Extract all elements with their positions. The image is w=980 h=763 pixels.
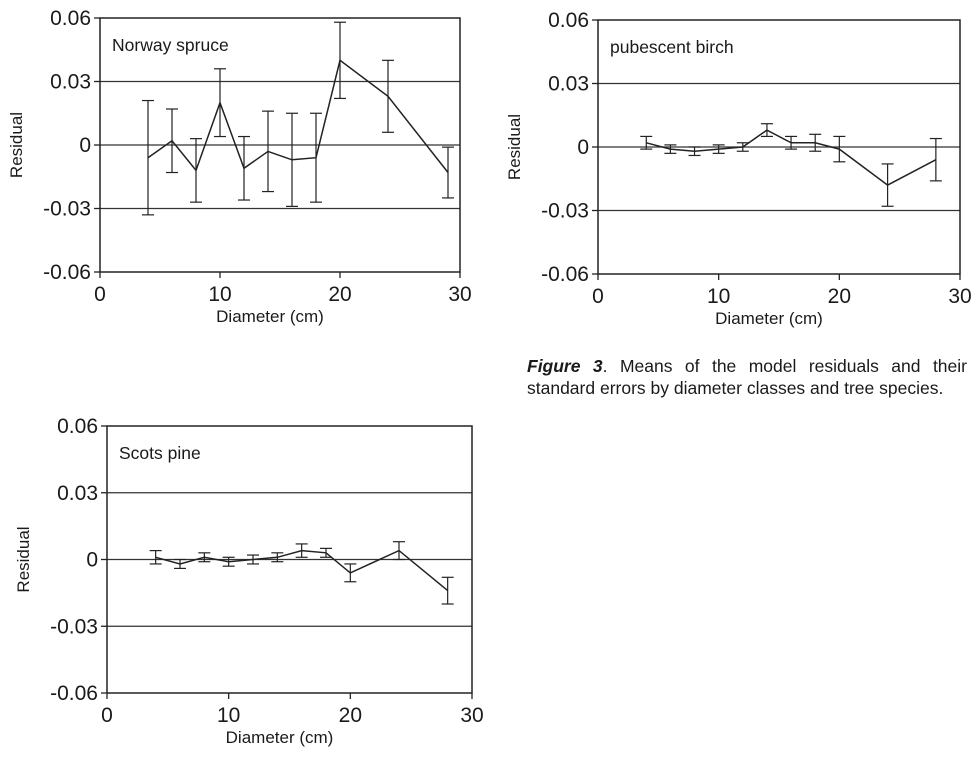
error-bar-pubescent-birch [809, 133, 822, 152]
plot-frame-pubescent-birch [597, 19, 961, 275]
error-bar-norway-spruce [382, 59, 394, 133]
y-tick-label-norway-spruce: 0.06 [50, 7, 91, 30]
y-tick-label-scots-pine: -0.06 [50, 682, 98, 705]
plot-frame-norway-spruce [99, 17, 461, 273]
error-bar-pubescent-birch [664, 144, 677, 154]
error-bar-scots-pine [295, 543, 308, 558]
x-axis-label-pubescent-birch: Diameter (cm) [715, 309, 823, 328]
y-tick-label-norway-spruce: 0 [79, 134, 91, 157]
y-tick-label-norway-spruce: -0.06 [43, 261, 91, 284]
y-tick-label-scots-pine: -0.03 [50, 615, 98, 638]
y-tick-label-pubescent-birch: -0.03 [541, 200, 589, 223]
error-bar-norway-spruce [238, 135, 250, 201]
error-bar-pubescent-birch [640, 135, 653, 150]
error-bar-pubescent-birch [760, 123, 773, 138]
y-tick-label-scots-pine: 0.06 [57, 415, 98, 438]
error-bar-norway-spruce [214, 68, 226, 138]
error-bar-norway-spruce [262, 110, 274, 193]
x-tick-label-pubescent-birch: 30 [948, 285, 971, 308]
chart-title-norway-spruce: Norway spruce [112, 35, 229, 55]
error-bar-norway-spruce [286, 112, 298, 207]
error-bar-pubescent-birch [736, 142, 749, 152]
x-tick-label-scots-pine: 20 [339, 704, 362, 727]
x-tick-label-scots-pine: 0 [101, 704, 113, 727]
error-bar-scots-pine [149, 549, 162, 565]
y-tick-label-scots-pine: 0 [86, 549, 98, 572]
error-bar-pubescent-birch [929, 137, 942, 182]
error-bar-pubescent-birch [881, 163, 894, 207]
y-tick-label-pubescent-birch: 0.03 [548, 73, 589, 96]
error-bar-norway-spruce [142, 99, 154, 216]
error-bar-scots-pine [198, 552, 211, 563]
y-axis-label-pubescent-birch: Residual [505, 114, 524, 180]
error-bar-scots-pine [174, 558, 186, 570]
error-bar-norway-spruce [166, 108, 178, 174]
error-bar-pubescent-birch [712, 144, 725, 154]
x-tick-label-scots-pine: 10 [217, 704, 240, 727]
series-line-norway-spruce [147, 59, 449, 173]
y-axis-label-scots-pine: Residual [14, 526, 33, 592]
y-tick-label-norway-spruce: -0.03 [43, 198, 91, 221]
error-bar-scots-pine [271, 552, 284, 563]
x-tick-label-norway-spruce: 30 [448, 283, 471, 306]
error-bar-norway-spruce [190, 138, 202, 203]
chart-title-pubescent-birch: pubescent birch [610, 37, 734, 57]
x-tick-label-norway-spruce: 0 [94, 283, 106, 306]
x-tick-label-pubescent-birch: 0 [592, 285, 604, 308]
x-tick-label-scots-pine: 30 [460, 704, 483, 727]
x-tick-label-pubescent-birch: 20 [828, 285, 851, 308]
error-bar-scots-pine [222, 556, 235, 567]
error-bar-pubescent-birch [833, 135, 846, 163]
caption-text: . Means of the model residuals and their… [527, 356, 967, 398]
y-tick-label-norway-spruce: 0.03 [50, 71, 91, 94]
x-tick-label-pubescent-birch: 10 [707, 285, 730, 308]
error-bar-scots-pine [247, 554, 259, 565]
error-bar-pubescent-birch [688, 146, 701, 157]
chart-title-scots-pine: Scots pine [119, 443, 201, 463]
y-axis-label-norway-spruce: Residual [7, 112, 26, 178]
figure-caption: Figure 3. Means of the model residuals a… [527, 355, 967, 399]
error-bar-scots-pine [344, 563, 357, 583]
error-bar-norway-spruce [310, 112, 322, 203]
error-bar-scots-pine [393, 541, 405, 561]
y-tick-label-pubescent-birch: -0.06 [541, 263, 589, 286]
figure-label: Figure 3 [527, 356, 603, 376]
x-axis-label-norway-spruce: Diameter (cm) [216, 307, 324, 326]
x-axis-label-scots-pine: Diameter (cm) [226, 728, 334, 747]
error-bar-pubescent-birch [785, 135, 798, 150]
y-tick-label-pubescent-birch: 0.06 [548, 9, 589, 32]
error-bar-scots-pine [441, 576, 454, 605]
error-bar-scots-pine [320, 547, 332, 558]
x-tick-label-norway-spruce: 10 [208, 283, 231, 306]
plot-frame-scots-pine [106, 425, 473, 694]
error-bar-norway-spruce [442, 146, 454, 199]
x-tick-label-norway-spruce: 20 [328, 283, 351, 306]
y-tick-label-pubescent-birch: 0 [577, 136, 589, 159]
error-bar-norway-spruce [334, 21, 346, 100]
y-tick-label-scots-pine: 0.03 [57, 482, 98, 505]
